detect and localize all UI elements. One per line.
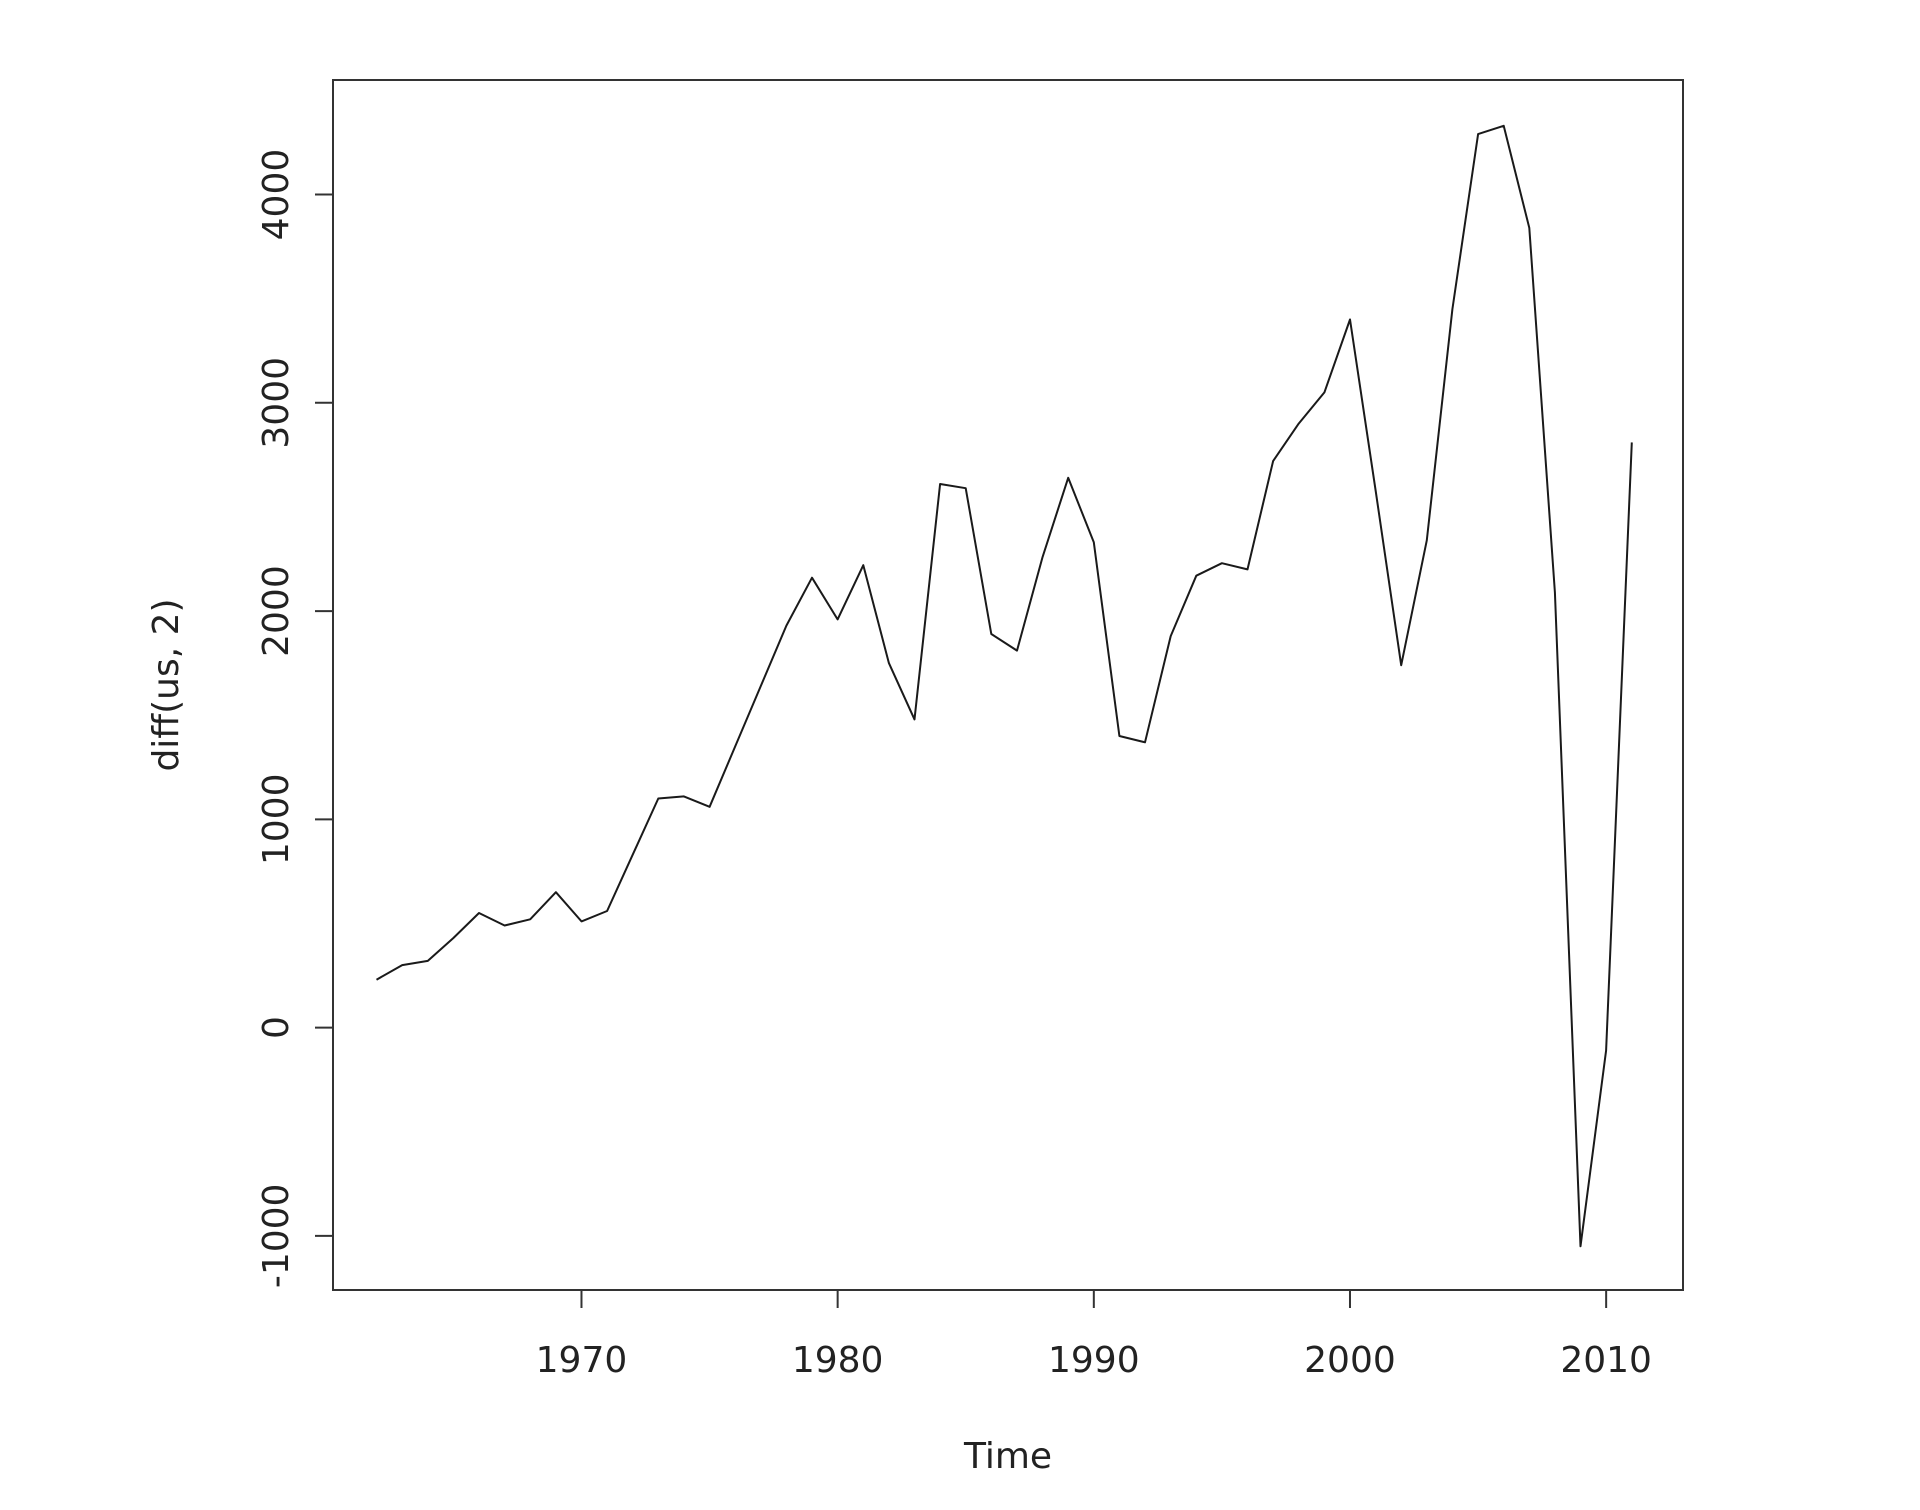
x-tick-label: 1970 (536, 1340, 628, 1381)
x-axis-title: Time (963, 1436, 1052, 1477)
y-tick-label: 0 (256, 1016, 297, 1039)
y-tick-label: -1000 (256, 1184, 297, 1289)
plot-area (332, 79, 1684, 1291)
x-tick-label: 2010 (1560, 1340, 1652, 1381)
y-tick-label: 3000 (256, 357, 297, 449)
y-tick-label: 4000 (256, 149, 297, 241)
y-axis: -1000 0 1000 2000 3000 4000 (256, 149, 333, 1288)
x-tick-label: 1990 (1048, 1340, 1140, 1381)
x-tick-label: 2000 (1304, 1340, 1396, 1381)
y-tick-label: 1000 (256, 774, 297, 866)
y-axis-title: diff(us, 2) (146, 598, 187, 771)
y-tick-label: 2000 (256, 565, 297, 657)
series-line (376, 124, 1633, 1248)
x-tick-label: 1980 (792, 1340, 884, 1381)
plot-frame (332, 79, 1684, 1291)
